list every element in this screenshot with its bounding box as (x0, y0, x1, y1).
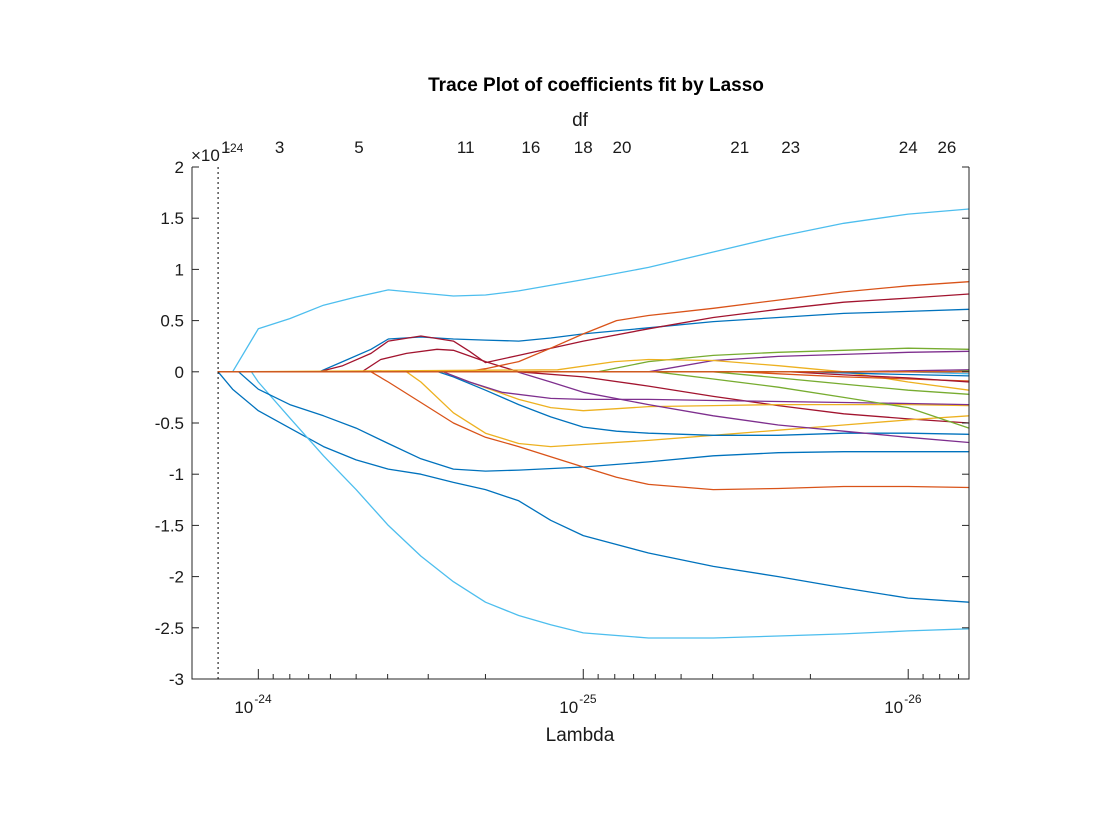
x-tick-base: 10 (234, 698, 253, 717)
y-tick-label: 0 (175, 363, 184, 382)
y-tick-label: 2 (175, 158, 184, 177)
df-tick-label: 24 (899, 138, 918, 157)
df-tick-label: 3 (275, 138, 284, 157)
df-tick-label: 26 (937, 138, 956, 157)
x-tick-label: 10 -26 (884, 692, 922, 717)
df-tick-label: 18 (574, 138, 593, 157)
series-line-12 (217, 371, 970, 436)
y-tick-label: -3 (169, 670, 184, 689)
y-tick-label: -1 (169, 465, 184, 484)
series-line-4 (217, 371, 970, 472)
x-axis-label: Lambda (546, 725, 615, 746)
series-line-8 (217, 281, 970, 373)
y-tick-label: -2 (169, 568, 184, 587)
y-tick-label: -2.5 (155, 619, 184, 638)
series-line-1 (217, 208, 970, 373)
df-tick-label: 11 (457, 138, 475, 157)
y-tick-label: 1.5 (160, 209, 184, 228)
series-line-6 (217, 293, 970, 373)
y-tick-label: 0.5 (160, 312, 184, 331)
df-tick-label: 23 (781, 138, 800, 157)
df-tick-label: 1 (221, 138, 230, 157)
series-line-3 (217, 371, 970, 639)
series-line-16 (217, 347, 970, 373)
top-axis-label: df (572, 110, 589, 131)
series-line-7 (217, 348, 970, 424)
svg-text:×10: ×10 (191, 146, 220, 165)
x-tick-exp: -24 (254, 692, 272, 706)
y-tick-label: 1 (175, 260, 184, 279)
x-tick-label: 10 -24 (234, 692, 272, 717)
series-line-9 (217, 371, 970, 491)
df-tick-label: 16 (521, 138, 540, 157)
x-tick-base: 10 (884, 698, 903, 717)
x-tick-label: 10 -25 (559, 692, 597, 717)
x-tick-base: 10 (559, 698, 578, 717)
x-tick-exp: -26 (904, 692, 922, 706)
y-axis-exponent: ×10 -24 (191, 141, 244, 165)
df-tick-label: 5 (354, 138, 363, 157)
series-line-10 (217, 371, 970, 448)
series-line-13 (217, 371, 970, 406)
y-tick-label: -0.5 (155, 414, 184, 433)
x-tick-exp: -25 (579, 692, 597, 706)
series-line-2 (217, 371, 970, 603)
df-tick-label: 21 (730, 138, 749, 157)
y-axis-exponent-value: -24 (226, 141, 244, 155)
axes-frame (191, 167, 970, 680)
df-tick-label: 20 (613, 138, 632, 157)
series-line-5 (217, 308, 970, 373)
chart-title: Trace Plot of coefficients fit by Lasso (428, 75, 764, 96)
series-layer (217, 208, 970, 639)
y-tick-label: -1.5 (155, 516, 184, 535)
series-line-14 (217, 371, 970, 444)
